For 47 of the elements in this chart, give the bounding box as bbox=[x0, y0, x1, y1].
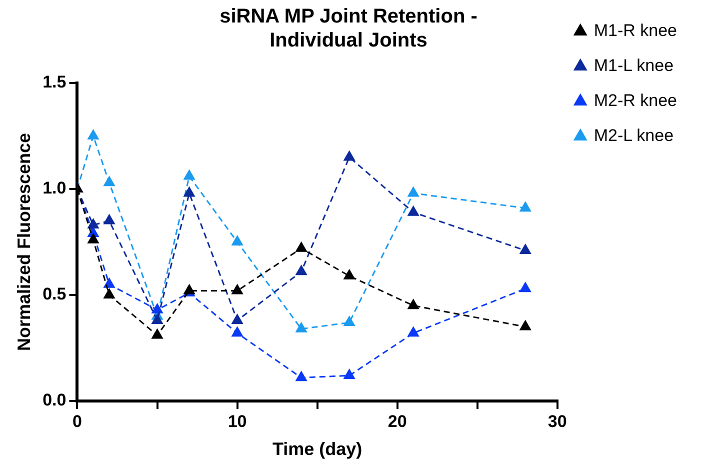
y-tick-label: 1.0 bbox=[42, 178, 66, 198]
point bbox=[296, 371, 307, 382]
point bbox=[232, 314, 243, 324]
y-tick-label: 0.0 bbox=[42, 390, 66, 410]
y-tick-label: 0.5 bbox=[42, 284, 66, 304]
point bbox=[88, 218, 99, 229]
x-tick-label: 20 bbox=[388, 412, 407, 431]
point bbox=[296, 322, 307, 332]
point bbox=[408, 299, 420, 310]
point bbox=[104, 288, 115, 298]
point bbox=[104, 278, 115, 288]
point bbox=[520, 282, 532, 292]
point bbox=[408, 206, 420, 216]
point bbox=[296, 242, 307, 252]
point bbox=[408, 326, 420, 337]
point bbox=[344, 269, 355, 280]
point bbox=[344, 316, 355, 326]
y-axis-title: Normalized Fluorescence bbox=[14, 132, 34, 352]
point bbox=[520, 244, 532, 254]
point bbox=[408, 186, 420, 197]
point bbox=[152, 314, 163, 324]
point bbox=[296, 265, 307, 276]
point bbox=[232, 284, 243, 294]
y-tick-label: 1.5 bbox=[42, 72, 66, 92]
point bbox=[152, 303, 163, 314]
point bbox=[520, 320, 532, 330]
point bbox=[344, 369, 355, 380]
point bbox=[344, 150, 355, 161]
legend-label: M1-L knee bbox=[594, 56, 674, 76]
x-tick-label: 10 bbox=[228, 412, 247, 431]
point bbox=[104, 214, 115, 224]
x-tick-label: 30 bbox=[548, 412, 567, 431]
point bbox=[104, 176, 115, 186]
legend-label: M2-R knee bbox=[594, 91, 677, 110]
point bbox=[520, 202, 532, 212]
x-tick-label: 0 bbox=[72, 412, 82, 431]
legend-label: M1-R knee bbox=[594, 21, 677, 40]
point bbox=[232, 326, 243, 337]
point bbox=[88, 130, 99, 140]
x-axis-title: Time (day) bbox=[272, 439, 362, 460]
point bbox=[152, 328, 163, 339]
point bbox=[232, 236, 243, 246]
point bbox=[184, 186, 195, 197]
point bbox=[88, 233, 99, 244]
chart-title: siRNA MP Joint Retention - Individual Joints bbox=[220, 6, 478, 52]
point bbox=[184, 170, 195, 180]
legend-label: M2-L knee bbox=[594, 126, 674, 146]
